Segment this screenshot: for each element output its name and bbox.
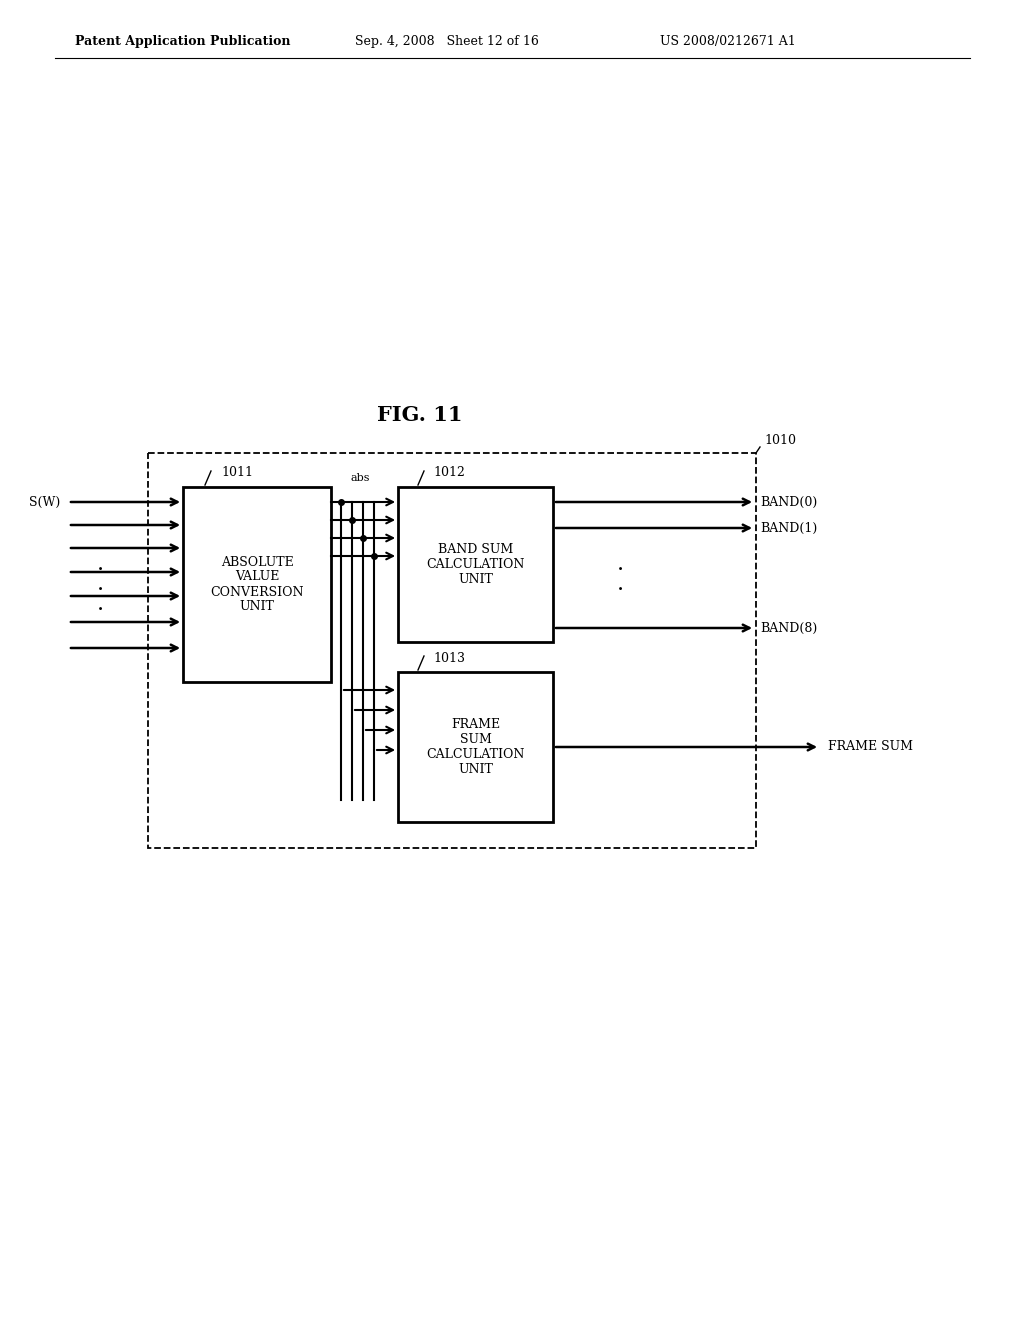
Text: ·: ·	[360, 643, 366, 657]
Text: BAND(0): BAND(0)	[760, 495, 817, 508]
Text: ·: ·	[350, 643, 354, 657]
Text: ABSOLUTE
VALUE
CONVERSION
UNIT: ABSOLUTE VALUE CONVERSION UNIT	[210, 556, 304, 614]
Bar	[183, 487, 331, 682]
Text: ·: ·	[616, 579, 624, 601]
Text: ·: ·	[616, 558, 624, 581]
Text: ·: ·	[96, 599, 103, 620]
Text: ·: ·	[96, 558, 103, 581]
Text: 1013: 1013	[433, 652, 465, 664]
Text: abs: abs	[350, 473, 370, 483]
Text: 1011: 1011	[221, 466, 253, 479]
Text: ·: ·	[339, 643, 343, 657]
Text: ·: ·	[96, 579, 103, 601]
Text: ·: ·	[372, 612, 376, 627]
Text: BAND SUM
CALCULATION
UNIT: BAND SUM CALCULATION UNIT	[426, 543, 524, 586]
Text: FIG. 11: FIG. 11	[377, 405, 463, 425]
Text: US 2008/0212671 A1: US 2008/0212671 A1	[660, 36, 796, 49]
Text: FRAME SUM: FRAME SUM	[828, 741, 913, 754]
Bar	[398, 672, 553, 822]
Text: BAND(8): BAND(8)	[760, 622, 817, 635]
Text: ·: ·	[360, 628, 366, 642]
Text: FRAME
SUM
CALCULATION
UNIT: FRAME SUM CALCULATION UNIT	[426, 718, 524, 776]
Text: S(W): S(W)	[29, 495, 60, 508]
Text: Sep. 4, 2008   Sheet 12 of 16: Sep. 4, 2008 Sheet 12 of 16	[355, 36, 539, 49]
Text: BAND(1): BAND(1)	[760, 521, 817, 535]
Text: ·: ·	[372, 628, 376, 642]
Text: ·: ·	[339, 628, 343, 642]
Text: ·: ·	[360, 612, 366, 627]
Text: 1010: 1010	[764, 434, 796, 447]
Text: 1012: 1012	[433, 466, 465, 479]
Text: ·: ·	[339, 612, 343, 627]
Text: Patent Application Publication: Patent Application Publication	[75, 36, 291, 49]
Text: ·: ·	[350, 612, 354, 627]
Bar	[148, 453, 756, 847]
Text: ·: ·	[350, 628, 354, 642]
Text: ·: ·	[372, 643, 376, 657]
Bar	[398, 487, 553, 642]
